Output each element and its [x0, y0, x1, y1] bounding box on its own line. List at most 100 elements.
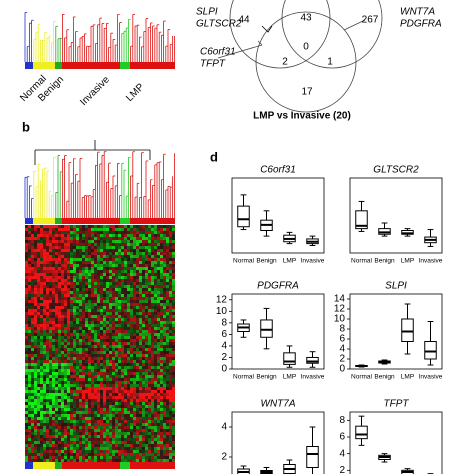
heat-cell [103, 279, 106, 282]
heat-cell [58, 237, 61, 240]
heat-cell [136, 339, 139, 342]
heat-cell [154, 432, 157, 435]
heat-cell [61, 333, 64, 336]
heat-cell [49, 339, 52, 342]
heat-cell [109, 405, 112, 408]
heat-cell [85, 351, 88, 354]
heat-cell [154, 237, 157, 240]
heat-cell [163, 369, 166, 372]
heat-cell [85, 228, 88, 231]
heat-cell [154, 438, 157, 441]
heat-cell [37, 360, 40, 363]
heat-cell [112, 333, 115, 336]
heat-cell [49, 429, 52, 432]
heat-cell [106, 246, 109, 249]
heat-cell [151, 231, 154, 234]
heat-cell [31, 243, 34, 246]
heat-cell [136, 288, 139, 291]
heat-cell [46, 393, 49, 396]
heat-cell [154, 327, 157, 330]
heat-cell [88, 294, 91, 297]
heat-cell [124, 414, 127, 417]
heat-cell [172, 231, 175, 234]
heat-cell [172, 351, 175, 354]
heat-cell [67, 324, 70, 327]
heat-cell [121, 444, 124, 447]
heat-cell [142, 339, 145, 342]
heat-cell [85, 399, 88, 402]
heat-cell [55, 381, 58, 384]
heat-cell [151, 435, 154, 438]
heat-cell [142, 273, 145, 276]
heat-cell [34, 420, 37, 423]
heat-cell [106, 384, 109, 387]
heat-cell [76, 384, 79, 387]
heat-cell [40, 339, 43, 342]
heat-cell [103, 354, 106, 357]
heat-cell [40, 333, 43, 336]
heat-cell [28, 447, 31, 450]
heat-cell [43, 246, 46, 249]
heat-cell [94, 345, 97, 348]
heat-cell [136, 315, 139, 318]
heat-cell [34, 357, 37, 360]
heat-cell [145, 402, 148, 405]
heat-cell [133, 321, 136, 324]
heat-cell [58, 354, 61, 357]
heat-cell [157, 246, 160, 249]
heat-cell [106, 336, 109, 339]
heat-cell [148, 441, 151, 444]
heat-cell [46, 285, 49, 288]
heat-cell [157, 363, 160, 366]
heat-cell [133, 432, 136, 435]
heat-cell [64, 255, 67, 258]
heat-cell [49, 438, 52, 441]
heat-cell [67, 441, 70, 444]
heat-cell [166, 327, 169, 330]
heat-cell [52, 360, 55, 363]
heat-cell [154, 333, 157, 336]
heat-cell [46, 396, 49, 399]
heat-cell [163, 363, 166, 366]
heat-cell [97, 273, 100, 276]
heat-cell [70, 351, 73, 354]
heat-cell [136, 267, 139, 270]
heat-cell [25, 309, 28, 312]
heat-cell [67, 288, 70, 291]
heat-cell [88, 312, 91, 315]
heat-cell [118, 255, 121, 258]
count: 2 [282, 57, 288, 68]
heat-cell [103, 225, 106, 228]
heat-cell [61, 246, 64, 249]
heat-cell [34, 303, 37, 306]
heat-cell [115, 312, 118, 315]
heat-cell [79, 441, 82, 444]
heat-cell [160, 243, 163, 246]
heat-cell [94, 453, 97, 456]
heat-cell [139, 360, 142, 363]
heat-cell [112, 225, 115, 228]
heat-cell [109, 309, 112, 312]
heat-cell [67, 450, 70, 453]
heat-cell [121, 279, 124, 282]
heat-cell [160, 267, 163, 270]
heat-cell [172, 345, 175, 348]
heat-cell [58, 270, 61, 273]
heat-cell [85, 339, 88, 342]
heat-cell [46, 363, 49, 366]
heat-cell [124, 297, 127, 300]
heat-cell [79, 456, 82, 459]
heat-cell [91, 414, 94, 417]
heat-cell [73, 411, 76, 414]
heat-cell [163, 348, 166, 351]
plot-frame [231, 411, 325, 474]
heat-cell [112, 345, 115, 348]
heat-cell [127, 294, 130, 297]
y-tick-label: 6 [339, 334, 345, 345]
heat-cell [37, 456, 40, 459]
heat-cell [148, 291, 151, 294]
heat-cell [58, 420, 61, 423]
heat-cell [88, 288, 91, 291]
heat-cell [115, 408, 118, 411]
